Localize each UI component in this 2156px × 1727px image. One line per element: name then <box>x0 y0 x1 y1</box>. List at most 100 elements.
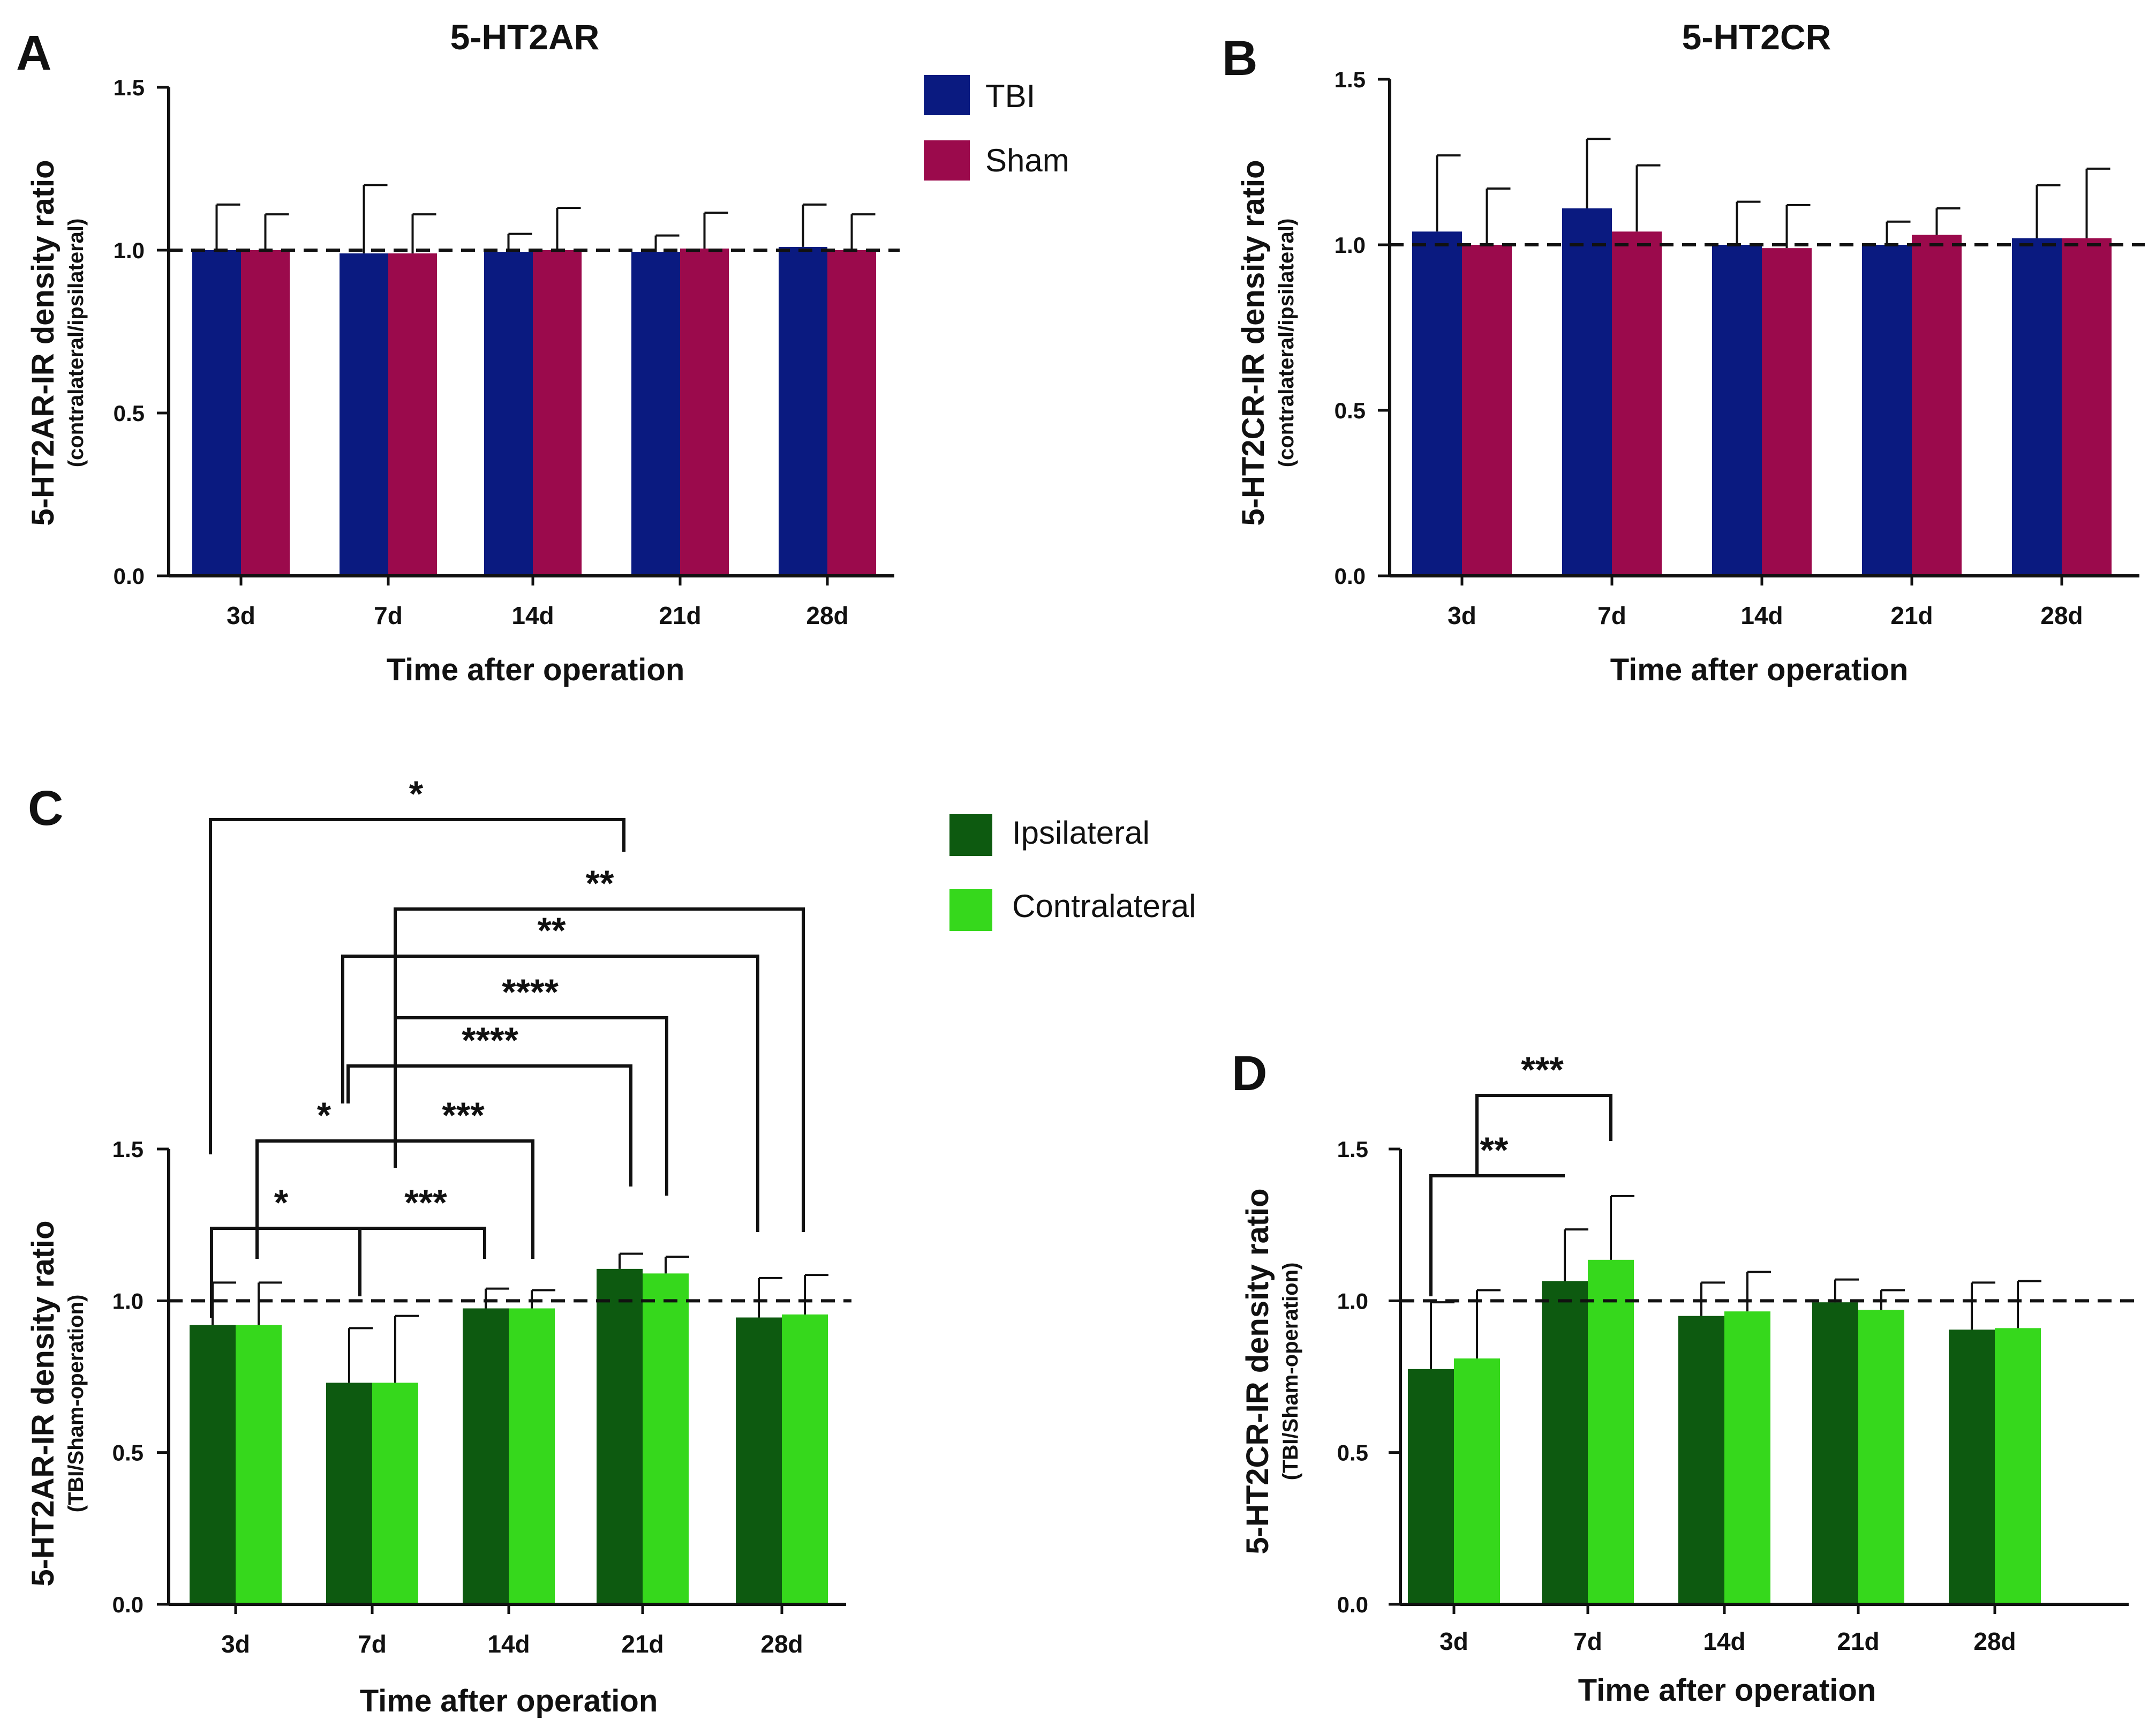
panel-c-xtick-label-7d: 7d <box>358 1630 387 1658</box>
panel-b-bar-21d-tbi <box>1862 245 1912 576</box>
panel-c-bar-21d-ipsilateral <box>597 1268 643 1604</box>
panel-c-significance-bracket-7 <box>394 907 805 1232</box>
panel-c-significance-label-2: * <box>317 1095 331 1136</box>
panel-b-ytick-label-2: 1.0 <box>1335 232 1366 258</box>
panel-b-bar-3d-tbi <box>1412 231 1462 576</box>
panel-c-ytick-label-0: 0.0 <box>112 1592 144 1617</box>
legend-tbi-swatch <box>924 75 970 115</box>
panel-c-significance-label-8: * <box>409 774 424 814</box>
panel-b-xlabel: Time after operation <box>1610 652 1909 687</box>
panel-c-bar-7d-contralateral <box>372 1383 418 1604</box>
panel-c-significance-bracket-0 <box>210 1227 361 1318</box>
panel-c-significance-label-6: ** <box>538 910 566 951</box>
panel-a-ytick-label-2: 1.0 <box>114 238 145 263</box>
panel-c-xtick-label-28d: 28d <box>760 1630 803 1658</box>
panel-c-bar-28d-contralateral <box>782 1314 828 1604</box>
panel-d-bar-28d-contralateral <box>1995 1328 2041 1604</box>
panel-b-bar-28d-tbi <box>2012 238 2062 576</box>
panel-a-bar-3d-sham <box>241 250 290 576</box>
panel-d-significance-bracket-0 <box>1429 1174 1565 1296</box>
panel-c-bar-7d-ipsilateral <box>326 1383 372 1604</box>
panel-a-bar-14d-sham <box>533 250 582 576</box>
panel-b-ylabel-sub: (contralateral/ipsilateral) <box>1275 219 1298 468</box>
panel-c-xtick-label-3d: 3d <box>221 1630 250 1658</box>
panel-d-xlabel: Time after operation <box>1578 1673 1876 1708</box>
panel-b-xtick-label-28d: 28d <box>2040 602 2083 629</box>
panel-b-ylabel: 5-HT2CR-IR density ratio <box>1236 160 1271 525</box>
panel-c-xtick-label-14d: 14d <box>487 1630 530 1658</box>
panel-c-significance-label-0: * <box>274 1182 289 1223</box>
legend-ipsilateral-label: Ipsilateral <box>1012 815 1150 851</box>
panel-b-ytick-label-3: 1.5 <box>1335 67 1366 92</box>
panel-c-bar-3d-contralateral <box>236 1325 282 1604</box>
panel-c-letter: C <box>28 781 63 836</box>
panel-a-title: 5-HT2AR <box>450 17 600 57</box>
panel-b-ytick-label-0: 0.0 <box>1335 564 1366 589</box>
panel-c-significance-label-1: *** <box>404 1182 447 1223</box>
panel-b-chart: 3d 7d 14d 21d 28d 0.0 0.5 1.0 1.5 <box>1335 67 2145 629</box>
panel-d-ytick-label-3: 1.5 <box>1337 1137 1368 1162</box>
panel-d-xtick-label-21d: 21d <box>1837 1627 1879 1655</box>
panel-a-ytick-label-0: 0.0 <box>114 564 145 589</box>
panel-c-ylabel: 5-HT2AR-IR density ratio <box>26 1220 61 1586</box>
panel-d-ytick-label-2: 1.0 <box>1337 1288 1368 1313</box>
panel-c-bar-28d-ipsilateral <box>736 1317 782 1604</box>
panel-b-ytick-label-1: 0.5 <box>1335 398 1366 423</box>
legend-contralateral-label: Contralateral <box>1012 888 1196 924</box>
panel-b-bar-7d-tbi <box>1562 208 1612 576</box>
panel-b-title: 5-HT2CR <box>1682 17 1831 57</box>
panel-b-bar-21d-sham <box>1912 235 1962 576</box>
panel-b-xtick-label-14d: 14d <box>1740 602 1783 629</box>
panel-a-xtick-label-7d: 7d <box>374 602 403 629</box>
panel-d-xtick-label-7d: 7d <box>1573 1627 1602 1655</box>
panel-a-ytick-label-1: 0.5 <box>114 401 145 426</box>
panel-a-bar-21d-tbi <box>631 252 680 576</box>
legend-contralateral-swatch <box>949 889 992 931</box>
panel-a-bar-28d-tbi <box>779 246 827 576</box>
panel-d-xtick-label-3d: 3d <box>1439 1627 1468 1655</box>
panel-d-bar-14d-ipsilateral <box>1678 1316 1724 1604</box>
panel-c-bar-21d-contralateral <box>643 1273 689 1604</box>
panel-c-ytick-label-1: 0.5 <box>112 1440 144 1466</box>
panel-c-xlabel: Time after operation <box>360 1684 658 1718</box>
panel-a-xtick-label-14d: 14d <box>511 602 554 629</box>
panel-c-significance-bracket-5 <box>394 1016 668 1196</box>
panel-c-ytick-label-2: 1.0 <box>112 1288 144 1313</box>
panel-b-xtick-label-21d: 21d <box>1890 602 1933 629</box>
panel-d-bar-7d-contralateral <box>1588 1259 1634 1604</box>
panel-c-significance-label-4: **** <box>462 1020 518 1061</box>
panel-a-bar-7d-sham <box>388 253 437 576</box>
legend-tbi-label: TBI <box>985 78 1035 114</box>
panel-c-significance-bracket-8 <box>209 818 625 1154</box>
panel-c-ylabel-sub: (TBI/Sham-operation) <box>64 1295 88 1513</box>
panel-d-ylabel-sub: (TBI/Sham-operation) <box>1279 1263 1302 1481</box>
panel-d-significance-label-0: ** <box>1480 1130 1509 1170</box>
legend-sham-swatch <box>924 140 970 181</box>
panel-d-significance-bracket-1 <box>1475 1094 1612 1176</box>
panel-d-ytick-label-1: 0.5 <box>1337 1440 1368 1466</box>
legend-ipsilateral-swatch <box>949 814 992 856</box>
panel-a-xtick-label-3d: 3d <box>227 602 255 629</box>
panel-a-xtick-label-28d: 28d <box>806 602 848 629</box>
panel-c-bar-14d-contralateral <box>509 1308 555 1604</box>
panel-d-xtick-label-14d: 14d <box>1703 1627 1745 1655</box>
panel-d-bar-14d-contralateral <box>1724 1311 1770 1604</box>
panel-d-bar-3d-ipsilateral <box>1408 1369 1454 1604</box>
panel-d-bar-21d-contralateral <box>1858 1310 1904 1604</box>
panel-d-bar-3d-contralateral <box>1454 1358 1500 1604</box>
panel-b-letter: B <box>1222 31 1257 86</box>
panel-d-ylabel: 5-HT2CR-IR density ratio <box>1240 1188 1275 1554</box>
panel-b-bar-14d-tbi <box>1712 245 1762 576</box>
panel-b-xtick-label-3d: 3d <box>1448 602 1476 629</box>
panel-d-letter: D <box>1232 1046 1267 1101</box>
panel-b-bar-7d-sham <box>1612 231 1662 576</box>
panel-d-ytick-label-0: 0.0 <box>1337 1592 1368 1617</box>
panel-c-significance-bracket-1 <box>358 1227 486 1296</box>
panel-a-ytick-label-3: 1.5 <box>114 75 145 100</box>
panel-b-bar-3d-sham <box>1462 245 1512 576</box>
panel-d-bar-21d-ipsilateral <box>1812 1302 1858 1604</box>
panel-d-bar-28d-ipsilateral <box>1949 1330 1995 1604</box>
